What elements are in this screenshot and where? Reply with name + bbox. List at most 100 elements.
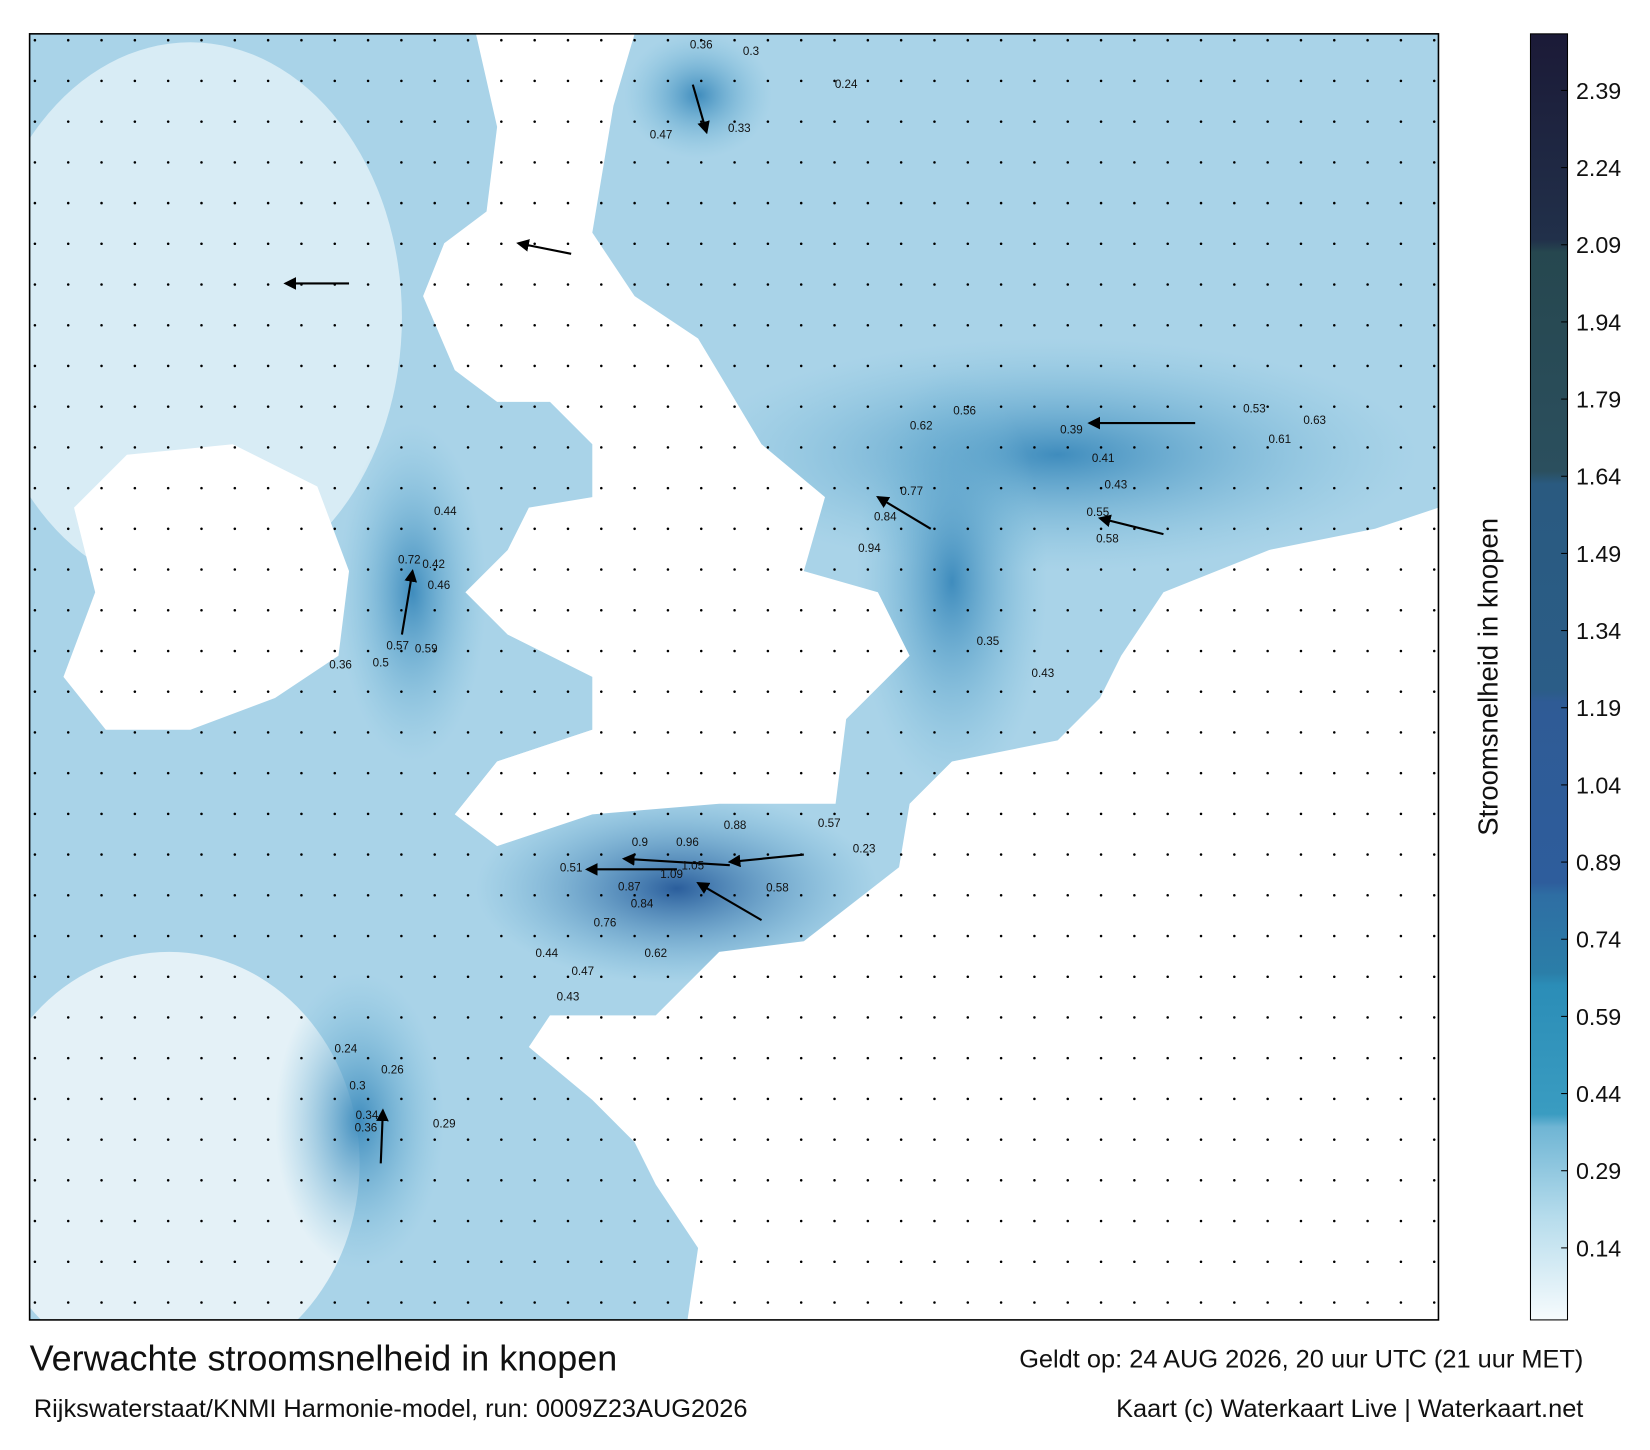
vector-dot (533, 934, 536, 938)
vector-dot (633, 161, 636, 164)
vector-dot (1399, 1260, 1403, 1264)
vector-dot (533, 894, 536, 897)
vector-dot (500, 608, 503, 612)
vector-dot (266, 975, 270, 978)
vector-dot (1432, 1016, 1436, 1019)
vector-dot (833, 486, 836, 490)
map-value-label: 0.72 (398, 554, 421, 567)
vector-dot (366, 405, 370, 408)
vector-dot (1033, 1219, 1036, 1223)
vector-dot (233, 894, 237, 897)
vector-dot (233, 608, 237, 612)
vector-dot (899, 446, 903, 449)
vector-dot (1366, 364, 1369, 368)
vector-dot (1333, 1260, 1336, 1264)
vector-dot (600, 1260, 603, 1264)
vector-dot (33, 934, 37, 938)
vector-dot (1166, 1260, 1169, 1264)
vector-dot (566, 486, 570, 490)
colorbar-tick-label: 1.04 (1576, 772, 1621, 798)
vector-dot (1266, 486, 1269, 490)
vector-dot (600, 608, 603, 612)
vector-dot (1399, 608, 1403, 612)
vector-dot (566, 323, 570, 327)
vector-dot (1299, 690, 1303, 693)
vector-dot (1233, 1260, 1236, 1264)
vector-dot (533, 1179, 536, 1182)
vector-dot (300, 608, 303, 612)
vector-dot (1266, 201, 1269, 205)
vector-dot (999, 731, 1003, 734)
map-value-label: 0.26 (381, 1063, 404, 1076)
colorbar-tick-label: 0.59 (1576, 1004, 1621, 1030)
vector-dot (600, 1138, 603, 1141)
vector-dot (899, 527, 903, 531)
vector-dot (1432, 242, 1436, 246)
vector-dot (1299, 242, 1303, 246)
vector-dot (400, 323, 403, 327)
vector-dot (1099, 38, 1103, 42)
vector-dot (999, 1016, 1003, 1019)
vector-dot (1266, 1219, 1269, 1223)
vector-dot (300, 38, 303, 42)
arrows (283, 84, 1196, 1164)
vector-dot (966, 975, 970, 978)
vector-dot (1399, 853, 1403, 856)
vector-dot (566, 1138, 570, 1141)
vector-dot (433, 1016, 436, 1019)
vector-dot (1199, 1056, 1203, 1060)
vector-dot (699, 364, 703, 368)
vector-dot (633, 323, 636, 327)
vector-dot (866, 1260, 870, 1264)
vector-dot (200, 608, 203, 612)
vector-dot (166, 1301, 170, 1304)
vector-dot (1166, 1219, 1169, 1223)
vector-dot (533, 1219, 536, 1223)
vector-dot (333, 1219, 337, 1223)
vector-dot (833, 1219, 836, 1223)
vector-dot (466, 201, 470, 205)
vector-dot (133, 608, 137, 612)
vector-dot (1366, 1219, 1369, 1223)
colorbar-tick-label: 0.29 (1576, 1158, 1621, 1184)
vector-dot (1432, 364, 1436, 368)
vector-dot (1166, 690, 1169, 693)
vector-dot (466, 608, 470, 612)
vector-dot (1033, 690, 1036, 693)
vector-dot (1033, 608, 1036, 612)
vector-dot (766, 405, 770, 408)
vector-dot (666, 894, 670, 897)
vector-dot (1133, 1260, 1136, 1264)
vector-dot (966, 323, 970, 327)
vector-dot (1133, 568, 1136, 571)
vector-dot (1133, 120, 1136, 123)
vector-dot (233, 853, 237, 856)
vector-dot (500, 323, 503, 327)
vector-dot (300, 975, 303, 978)
vector-dot (666, 568, 670, 571)
vector-dot (666, 486, 670, 490)
vector-dot (1099, 364, 1103, 368)
vector-dot (1066, 1097, 1070, 1101)
vector-dot (866, 446, 870, 449)
vector-dot (899, 242, 903, 246)
vector-dot (966, 731, 970, 734)
vector-dot (233, 649, 237, 653)
vector-dot (766, 568, 770, 571)
vector-dot (500, 242, 503, 246)
vector-dot (1133, 608, 1136, 612)
vector-dot (1366, 1097, 1369, 1101)
vector-dot (400, 527, 403, 531)
vector-dot (500, 975, 503, 978)
vector-dot (666, 1179, 670, 1182)
vector-dot (300, 446, 303, 449)
vector-dot (300, 649, 303, 653)
vector-dot (333, 649, 337, 653)
vector-dot (833, 568, 836, 571)
map-value-label: 0.34 (356, 1109, 379, 1122)
vector-dot (999, 1219, 1003, 1223)
vector-dot (1366, 1056, 1369, 1060)
vector-dot (366, 323, 370, 327)
vector-dot (733, 690, 736, 693)
vector-dot (1133, 38, 1136, 42)
